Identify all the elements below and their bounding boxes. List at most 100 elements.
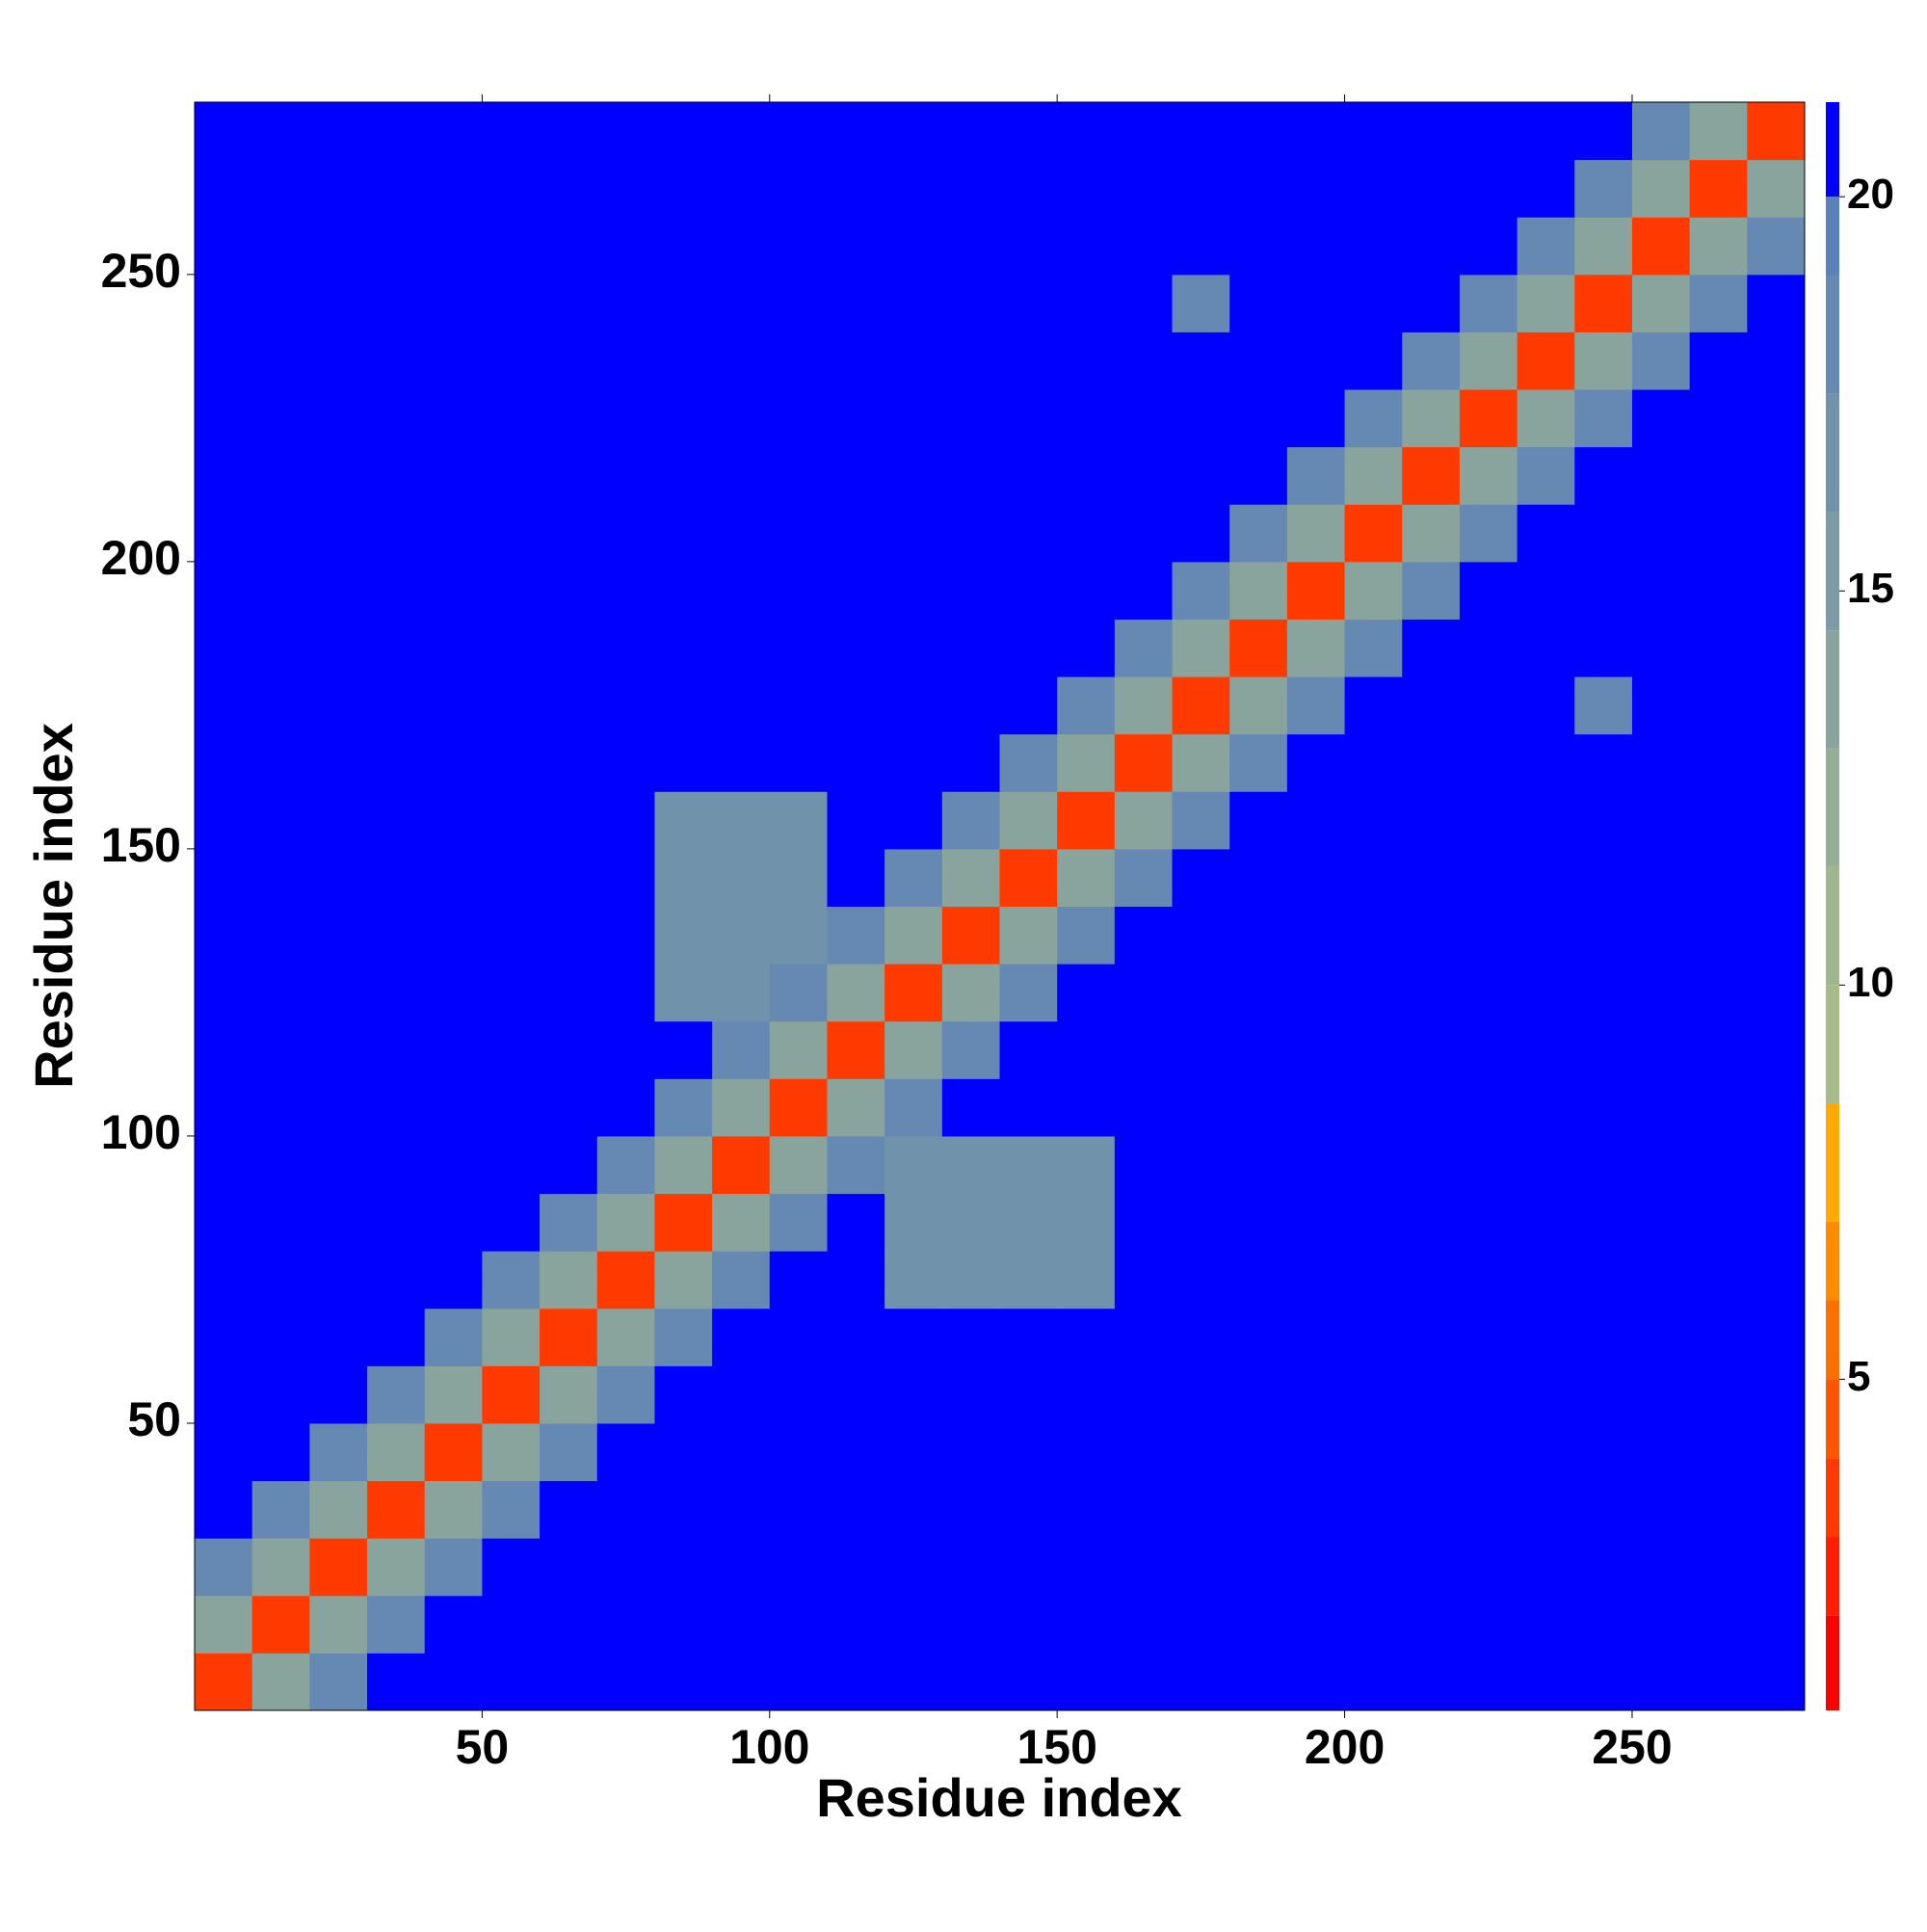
heatmap-cell [540,217,598,276]
heatmap-cell [1402,906,1461,965]
heatmap-cell [1344,331,1403,390]
heatmap-cell [1402,676,1461,735]
heatmap-cell [999,1251,1058,1310]
heatmap-cell [1114,848,1174,907]
heatmap-cell [1172,389,1230,448]
heatmap-cell [251,1308,310,1366]
heatmap-cell [1402,848,1461,907]
heatmap-cell [1402,791,1461,850]
heatmap-cell [1229,1020,1288,1079]
x-tick-label: 250 [1592,1720,1672,1774]
heatmap-cell [1229,733,1288,792]
heatmap-cell [1747,331,1806,390]
heatmap-cell [712,906,771,965]
heatmap-cell [1459,1653,1518,1711]
heatmap-cell [251,1653,310,1711]
heatmap-cell [999,1135,1058,1195]
heatmap-cell [769,791,828,850]
heatmap-cell [654,389,713,448]
heatmap-cell [1172,1653,1230,1711]
heatmap-cell [1344,1020,1403,1079]
heatmap-cell [367,217,426,276]
heatmap-cell [596,102,655,161]
heatmap-cell [1229,217,1288,276]
heatmap-cell [309,619,368,677]
heatmap-cell [1517,1365,1575,1424]
heatmap-cell [769,1538,828,1597]
heatmap-cell [941,561,1000,620]
heatmap-cell [769,274,828,332]
heatmap-cell [309,676,368,735]
heatmap-cell [1689,1308,1748,1366]
heatmap-cell [999,274,1058,332]
heatmap-cell [1286,1135,1346,1195]
heatmap-cell [424,561,483,620]
heatmap-cell [1574,1480,1633,1539]
heatmap-cell [596,159,655,218]
heatmap-cell [1286,733,1346,792]
heatmap-cell [309,1480,368,1539]
heatmap-cell [654,619,713,677]
heatmap-cell [367,561,426,620]
heatmap-cell [1631,1595,1691,1654]
heatmap-cell [827,1653,885,1711]
heatmap-cell [309,1538,368,1597]
heatmap-cell [884,733,943,792]
heatmap-cell [941,848,1000,907]
heatmap-cell [195,791,253,850]
heatmap-cell [1402,504,1461,563]
colorbar-segment [1826,866,1839,986]
heatmap-cell [1172,446,1230,505]
heatmap-cell [1402,1595,1461,1654]
heatmap-cell [195,964,253,1022]
heatmap-cell [1172,504,1230,563]
heatmap-cell [769,504,828,563]
heatmap-cell [999,504,1058,563]
heatmap-cell [424,964,483,1022]
heatmap-cell [712,1480,771,1539]
heatmap-cell [1229,1422,1288,1482]
heatmap-cell [1574,1422,1633,1482]
heatmap-cell [540,848,598,907]
heatmap-cell [769,1422,828,1482]
heatmap-cell [712,619,771,677]
heatmap-cell [1517,1135,1575,1195]
colorbar-tick-label: 10 [1847,959,1894,1006]
heatmap-cell [195,389,253,448]
heatmap-cell [482,217,541,276]
heatmap-cell [596,619,655,677]
heatmap-cell [540,1135,598,1195]
heatmap-cell [884,906,943,965]
x-tick-label: 150 [1016,1720,1096,1774]
heatmap-cell [1689,1422,1748,1482]
heatmap-cell [1747,1251,1806,1310]
heatmap-cell [827,619,885,677]
heatmap-cell [482,1020,541,1079]
heatmap-cell [540,331,598,390]
heatmap-cell [941,504,1000,563]
heatmap-cell [195,1078,253,1137]
heatmap-cell [482,1365,541,1424]
heatmap-cell [827,217,885,276]
colorbar-segment [1826,393,1839,513]
heatmap-cell [654,733,713,792]
heatmap-cell [1689,217,1748,276]
heatmap-cell [827,1538,885,1597]
heatmap-cell [596,1595,655,1654]
heatmap-cell [367,848,426,907]
heatmap-cell [1229,159,1288,218]
heatmap-cell [1631,561,1691,620]
heatmap-cell [251,1480,310,1539]
heatmap-cell [712,791,771,850]
heatmap-cell [1631,1078,1691,1137]
heatmap-cell [1574,389,1633,448]
heatmap-cell [1631,1422,1691,1482]
heatmap-cell [1229,446,1288,505]
heatmap-cell [1574,102,1633,161]
heatmap-cell [827,791,885,850]
heatmap-cell [309,1193,368,1252]
heatmap-cell [596,389,655,448]
heatmap-cell [827,1308,885,1366]
x-tick-label: 50 [456,1720,510,1774]
heatmap-cell [540,1020,598,1079]
